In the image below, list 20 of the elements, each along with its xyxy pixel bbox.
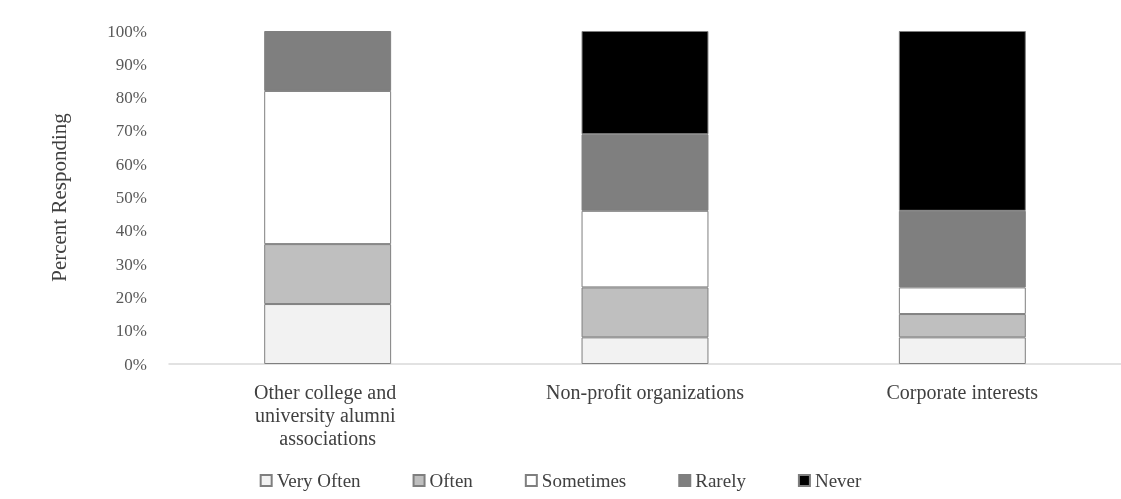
legend-label: Sometimes — [541, 470, 627, 491]
legend-label: Very Often — [276, 470, 362, 491]
y-tick-label: 30% — [115, 254, 147, 274]
y-tick-label: 80% — [115, 88, 147, 108]
y-tick-label: 40% — [115, 221, 147, 241]
y-tick-label: 50% — [115, 188, 147, 207]
legend-label: Rarely — [695, 470, 747, 491]
y-tick-label: 60% — [115, 154, 147, 174]
legend-label: Often — [429, 470, 474, 491]
y-tick-label: 100% — [107, 21, 147, 41]
y-tick-label: 70% — [115, 121, 147, 141]
y-tick-label: 90% — [115, 54, 147, 74]
x-tick-label: Other college and university alumni associations — [254, 380, 402, 449]
x-tick-label: Corporate interests — [886, 380, 1039, 404]
y-tick-label: 0% — [124, 354, 147, 374]
y-tick-label: 20% — [115, 287, 147, 307]
y-axis-title: Percent Responding — [46, 112, 71, 282]
x-tick-label: Non-profit organizations — [546, 380, 745, 404]
y-tick-label: 10% — [115, 321, 147, 341]
legend-label: Never — [814, 470, 862, 491]
